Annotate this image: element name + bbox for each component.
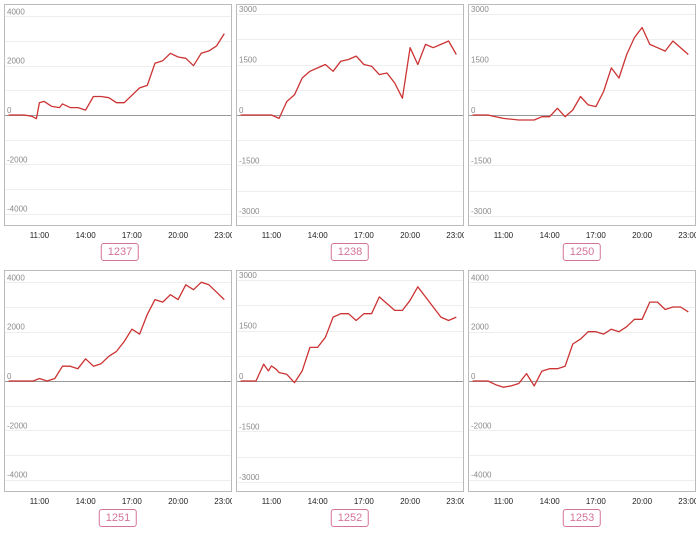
chart-panel: 3000 1500 0 -1500 -3000 11:00 14:00 17:00 20:00 2… — [236, 4, 464, 266]
x-tick-label: 17:00 — [354, 231, 375, 240]
y-tick-label: -4000 — [7, 205, 28, 214]
series-line — [472, 301, 689, 388]
y-tick-label: 0 — [471, 106, 476, 115]
x-tick-label: 14:00 — [540, 231, 561, 240]
y-tick-label: 0 — [471, 372, 476, 381]
y-tick-label: 3000 — [239, 5, 257, 14]
x-tick-label: 20:00 — [168, 497, 189, 506]
chart-id-badge[interactable]: 1253 — [562, 509, 602, 527]
x-tick-label: 20:00 — [168, 231, 189, 240]
x-tick-label: 23:00 — [214, 497, 232, 506]
x-tick-label: 20:00 — [400, 231, 421, 240]
x-tick-label: 23:00 — [446, 497, 464, 506]
y-tick-label: -4000 — [471, 471, 492, 480]
y-tick-label: -2000 — [471, 421, 492, 430]
line-chart: 3000 1500 0 -1500 -3000 11:00 14:00 17:00 20:00 2… — [236, 270, 464, 506]
x-tick-label: 11:00 — [30, 497, 50, 506]
x-tick-label: 20:00 — [400, 497, 421, 506]
x-tick-label: 11:00 — [262, 497, 282, 506]
x-tick-label: 20:00 — [632, 497, 653, 506]
y-tick-label: 1500 — [239, 56, 257, 65]
chart-panel: 3000 1500 0 -1500 -3000 11:00 14:00 17:00 20:00 2… — [468, 4, 696, 266]
x-tick-label: 14:00 — [76, 231, 97, 240]
y-tick-label: -1500 — [239, 422, 260, 431]
x-tick-label: 11:00 — [494, 231, 514, 240]
chart-id-badge[interactable]: 1250 — [562, 243, 602, 261]
series-line — [8, 281, 225, 382]
y-tick-label: -3000 — [239, 207, 260, 216]
y-tick-label: 0 — [239, 106, 244, 115]
y-tick-label: -3000 — [471, 207, 492, 216]
y-tick-label: -2000 — [7, 421, 28, 430]
series-line — [472, 26, 689, 121]
x-tick-label: 17:00 — [122, 231, 143, 240]
x-tick-label: 20:00 — [632, 231, 653, 240]
series-line — [240, 286, 457, 384]
y-tick-label: 4000 — [7, 273, 25, 282]
chart-id-badge[interactable]: 1252 — [330, 509, 370, 527]
y-tick-label: -2000 — [7, 155, 28, 164]
y-tick-label: 2000 — [7, 323, 25, 332]
y-tick-label: -1500 — [471, 156, 492, 165]
line-chart: 4000 2000 0 -2000 -4000 11:00 14:00 17:00 20:00 2… — [468, 270, 696, 506]
y-tick-label: 3000 — [239, 271, 257, 280]
line-chart: 4000 2000 0 -2000 -4000 11:00 14:00 17:00 20:00 2… — [4, 4, 232, 240]
y-tick-label: -4000 — [7, 471, 28, 480]
y-tick-label: 1500 — [239, 322, 257, 331]
chart-panel: 4000 2000 0 -2000 -4000 11:00 14:00 17:00 20:00 2… — [4, 270, 232, 532]
x-tick-label: 23:00 — [678, 497, 696, 506]
y-tick-label: 0 — [239, 372, 244, 381]
x-tick-label: 14:00 — [308, 231, 329, 240]
chart-id-badge[interactable]: 1238 — [330, 243, 370, 261]
chart-panel: 4000 2000 0 -2000 -4000 11:00 14:00 17:00 20:00 2… — [468, 270, 696, 532]
x-tick-label: 23:00 — [446, 231, 464, 240]
x-tick-label: 17:00 — [586, 231, 607, 240]
y-tick-label: 2000 — [471, 323, 489, 332]
x-tick-label: 11:00 — [262, 231, 282, 240]
x-tick-label: 23:00 — [214, 231, 232, 240]
series-line — [8, 33, 225, 120]
y-tick-label: 0 — [7, 372, 12, 381]
x-tick-label: 17:00 — [122, 497, 143, 506]
chart-panel: 3000 1500 0 -1500 -3000 11:00 14:00 17:00 20:00 2… — [236, 270, 464, 532]
y-tick-label: 3000 — [471, 5, 489, 14]
line-chart: 4000 2000 0 -2000 -4000 11:00 14:00 17:00 20:00 2… — [4, 270, 232, 506]
chart-panel: 4000 2000 0 -2000 -4000 11:00 14:00 17:00 20:00 2… — [4, 4, 232, 266]
x-tick-label: 11:00 — [494, 497, 514, 506]
y-tick-label: -3000 — [239, 473, 260, 482]
y-tick-label: -1500 — [239, 156, 260, 165]
line-chart: 3000 1500 0 -1500 -3000 11:00 14:00 17:00 20:00 2… — [468, 4, 696, 240]
x-tick-label: 14:00 — [540, 497, 561, 506]
x-tick-label: 17:00 — [354, 497, 375, 506]
y-tick-label: 4000 — [7, 7, 25, 16]
x-tick-label: 14:00 — [76, 497, 97, 506]
y-tick-label: 1500 — [471, 56, 489, 65]
y-tick-label: 4000 — [471, 273, 489, 282]
y-tick-label: 0 — [7, 106, 12, 115]
chart-id-badge[interactable]: 1237 — [100, 243, 140, 261]
chart-id-badge[interactable]: 1251 — [98, 509, 138, 527]
line-chart: 3000 1500 0 -1500 -3000 11:00 14:00 17:00 20:00 2… — [236, 4, 464, 240]
x-tick-label: 23:00 — [678, 231, 696, 240]
y-tick-label: 2000 — [7, 57, 25, 66]
x-tick-label: 14:00 — [308, 497, 329, 506]
series-line — [240, 40, 457, 120]
x-tick-label: 11:00 — [30, 231, 50, 240]
x-tick-label: 17:00 — [586, 497, 607, 506]
